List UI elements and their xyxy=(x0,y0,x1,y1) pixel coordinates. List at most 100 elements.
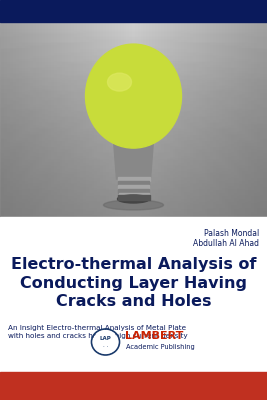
Ellipse shape xyxy=(104,200,163,210)
Bar xyxy=(0,85,267,86)
Bar xyxy=(38,22,39,217)
Bar xyxy=(0,25,267,26)
Bar xyxy=(95,22,96,217)
Bar xyxy=(11,22,12,217)
Bar xyxy=(0,46,267,47)
Bar xyxy=(0,139,267,140)
Bar xyxy=(124,22,125,217)
Bar xyxy=(0,84,267,85)
Bar xyxy=(0,54,267,55)
Bar xyxy=(122,22,123,217)
Bar xyxy=(182,22,183,217)
Bar xyxy=(0,194,267,195)
Bar xyxy=(40,22,41,217)
Bar xyxy=(66,22,67,217)
Bar xyxy=(3,22,4,217)
Bar xyxy=(2,22,3,217)
Bar xyxy=(94,22,95,217)
Bar xyxy=(58,22,59,217)
Bar xyxy=(163,22,164,217)
Bar xyxy=(208,22,209,217)
Bar xyxy=(90,22,91,217)
Bar xyxy=(0,204,267,205)
Bar xyxy=(138,22,139,217)
Bar xyxy=(84,22,85,217)
Bar xyxy=(248,22,249,217)
Bar xyxy=(0,130,267,131)
Bar xyxy=(53,22,54,217)
Bar xyxy=(265,22,266,217)
Bar xyxy=(0,216,267,217)
Bar xyxy=(250,22,251,217)
Bar xyxy=(0,100,267,101)
Bar xyxy=(249,22,250,217)
Bar xyxy=(100,22,101,217)
Bar xyxy=(36,22,37,217)
Bar xyxy=(135,22,136,217)
Bar xyxy=(27,22,28,217)
Bar xyxy=(0,149,267,150)
Bar xyxy=(96,22,97,217)
Bar xyxy=(0,171,267,172)
Bar xyxy=(0,200,267,201)
Bar xyxy=(0,37,267,38)
Bar xyxy=(125,22,126,217)
Bar xyxy=(172,22,173,217)
Bar xyxy=(130,22,131,217)
Bar xyxy=(49,22,50,217)
Text: LAP: LAP xyxy=(100,336,111,342)
Bar xyxy=(0,22,267,217)
Bar xyxy=(186,22,187,217)
Bar xyxy=(0,150,267,151)
Bar xyxy=(257,22,258,217)
Bar xyxy=(41,22,42,217)
Bar xyxy=(97,22,98,217)
Bar xyxy=(244,22,245,217)
Bar xyxy=(0,91,267,92)
Bar xyxy=(0,94,267,95)
Bar xyxy=(195,22,196,217)
Bar xyxy=(63,22,64,217)
Bar xyxy=(227,22,228,217)
Bar xyxy=(39,22,40,217)
Bar xyxy=(0,206,267,207)
Bar xyxy=(0,174,267,175)
Bar xyxy=(15,22,16,217)
Bar xyxy=(0,107,267,108)
Bar xyxy=(0,30,267,31)
Bar xyxy=(0,24,267,25)
Bar xyxy=(69,22,70,217)
Bar xyxy=(214,22,215,217)
Bar xyxy=(0,168,267,169)
Bar xyxy=(59,22,60,217)
Bar xyxy=(0,170,267,171)
Bar xyxy=(0,112,267,113)
Bar xyxy=(14,22,15,217)
Bar xyxy=(6,22,7,217)
Bar xyxy=(0,71,267,72)
Bar xyxy=(83,22,84,217)
Bar xyxy=(4,22,5,217)
Bar xyxy=(0,26,267,27)
Bar xyxy=(92,22,93,217)
Bar xyxy=(0,123,267,124)
Bar xyxy=(0,115,267,116)
Bar xyxy=(0,79,267,80)
Bar xyxy=(0,92,267,93)
Bar xyxy=(0,58,267,59)
Bar xyxy=(50,22,51,217)
Bar xyxy=(229,22,230,217)
Bar xyxy=(0,208,267,209)
Bar xyxy=(55,22,56,217)
Bar xyxy=(0,179,267,180)
Bar xyxy=(0,196,267,197)
Bar xyxy=(0,188,267,189)
Bar xyxy=(43,22,44,217)
Bar xyxy=(0,70,267,71)
Bar xyxy=(0,89,267,90)
Bar xyxy=(68,22,69,217)
Bar xyxy=(85,22,86,217)
Bar xyxy=(245,22,246,217)
Bar xyxy=(76,22,77,217)
Bar xyxy=(0,202,267,203)
